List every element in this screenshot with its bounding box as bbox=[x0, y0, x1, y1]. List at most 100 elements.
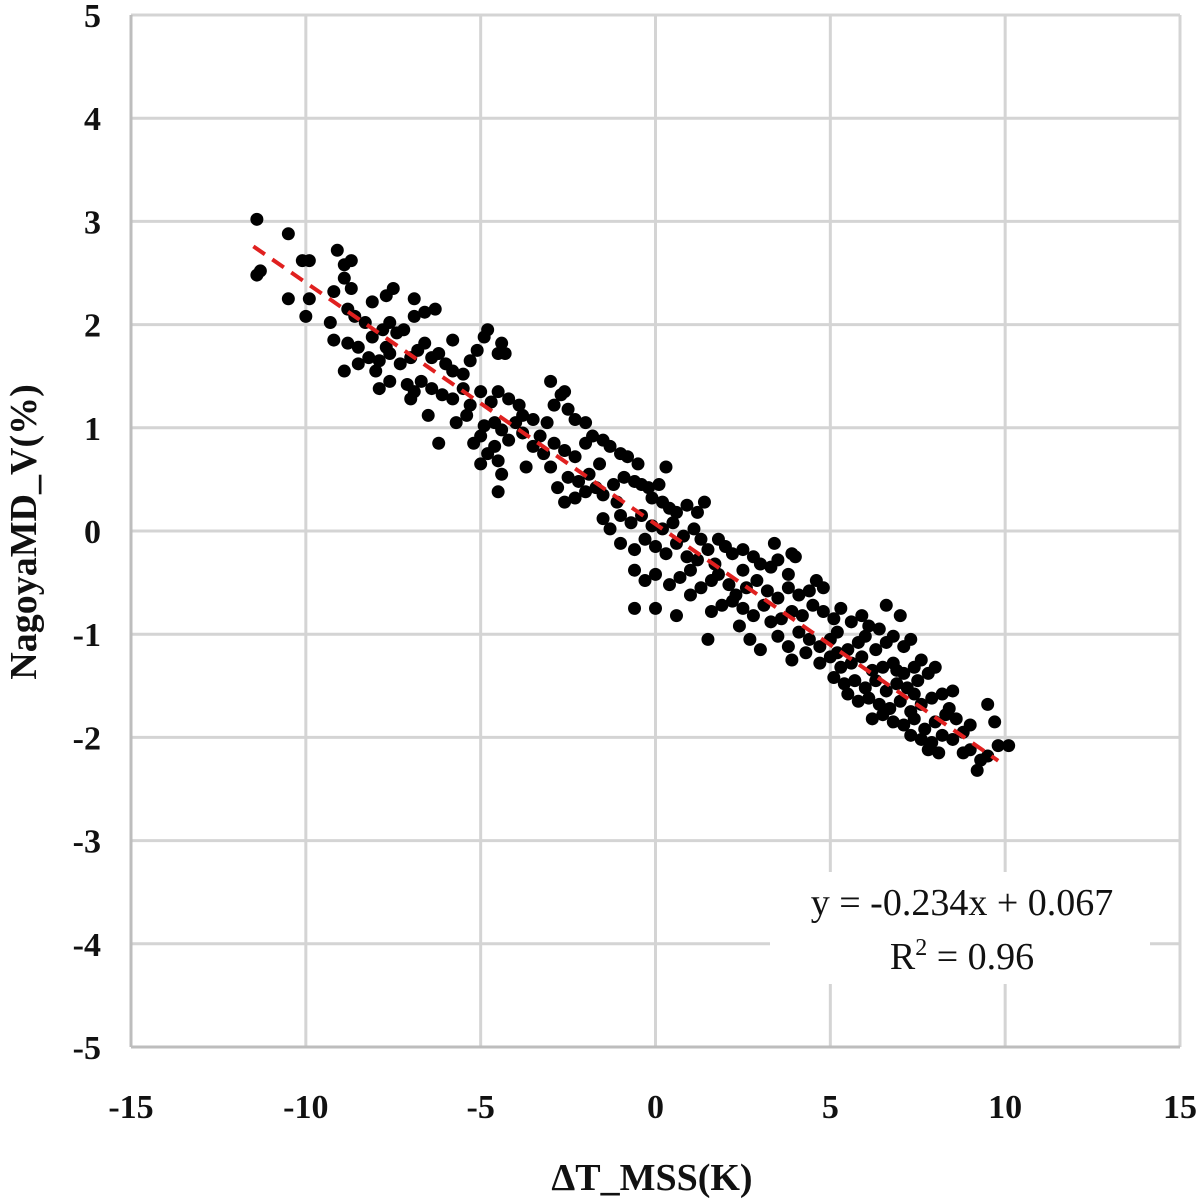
data-point bbox=[579, 416, 593, 430]
data-point bbox=[428, 302, 442, 316]
data-point bbox=[558, 444, 572, 458]
data-point bbox=[893, 694, 907, 708]
data-point bbox=[250, 268, 264, 282]
data-point bbox=[327, 285, 341, 299]
data-point bbox=[586, 429, 600, 443]
data-point bbox=[411, 343, 425, 357]
data-point bbox=[526, 439, 540, 453]
data-point bbox=[771, 591, 785, 605]
x-tick-label: 15 bbox=[1163, 1089, 1197, 1126]
data-point bbox=[935, 728, 949, 742]
data-point bbox=[690, 553, 704, 567]
data-point bbox=[872, 697, 886, 711]
data-point bbox=[568, 450, 582, 464]
x-tick-label: -15 bbox=[108, 1089, 153, 1126]
data-point bbox=[456, 367, 470, 381]
data-point bbox=[701, 632, 715, 646]
data-point bbox=[533, 429, 547, 443]
data-point bbox=[481, 323, 495, 337]
data-point bbox=[596, 512, 610, 526]
data-point bbox=[372, 382, 386, 396]
data-point bbox=[725, 547, 739, 561]
data-point bbox=[463, 354, 477, 368]
data-point bbox=[722, 578, 736, 592]
y-tick-label: -1 bbox=[73, 617, 101, 654]
data-point bbox=[946, 732, 960, 746]
data-point bbox=[519, 460, 533, 474]
data-point bbox=[946, 684, 960, 698]
data-point bbox=[935, 687, 949, 701]
y-axis-label: NagoyaMD_V(%) bbox=[3, 384, 45, 680]
y-tick-label: 1 bbox=[84, 411, 101, 448]
data-point bbox=[816, 581, 830, 595]
data-point bbox=[659, 460, 673, 474]
data-point bbox=[928, 660, 942, 674]
data-point bbox=[872, 622, 886, 636]
y-tick-label: -3 bbox=[73, 824, 101, 861]
data-point bbox=[484, 395, 498, 409]
data-point bbox=[365, 330, 379, 344]
r2-superscript: 2 bbox=[915, 935, 927, 961]
data-point bbox=[652, 478, 666, 492]
data-point bbox=[558, 495, 572, 509]
data-point bbox=[813, 640, 827, 654]
data-point bbox=[991, 739, 1005, 753]
data-point bbox=[502, 392, 516, 406]
data-point bbox=[617, 470, 631, 484]
data-point bbox=[736, 601, 750, 615]
data-point bbox=[802, 632, 816, 646]
data-point bbox=[879, 598, 893, 612]
y-tick-label: 0 bbox=[84, 514, 101, 551]
data-point bbox=[645, 491, 659, 505]
data-point bbox=[628, 601, 642, 615]
data-point bbox=[362, 351, 376, 365]
data-point bbox=[827, 671, 841, 685]
data-point bbox=[614, 509, 628, 523]
data-point bbox=[988, 715, 1002, 729]
data-point bbox=[743, 632, 757, 646]
data-point bbox=[904, 728, 918, 742]
data-point bbox=[970, 763, 984, 777]
data-point bbox=[907, 712, 921, 726]
gridlines bbox=[131, 13, 1182, 1047]
data-point bbox=[383, 374, 397, 388]
data-point bbox=[886, 629, 900, 643]
data-point bbox=[596, 488, 610, 502]
data-point bbox=[544, 460, 558, 474]
data-point bbox=[680, 550, 694, 564]
data-point bbox=[687, 522, 701, 536]
data-point bbox=[474, 385, 488, 399]
data-point bbox=[736, 563, 750, 577]
data-point bbox=[799, 646, 813, 660]
data-point bbox=[834, 660, 848, 674]
data-point bbox=[792, 588, 806, 602]
data-point bbox=[904, 632, 918, 646]
data-point bbox=[788, 550, 802, 564]
data-point bbox=[470, 343, 484, 357]
data-point bbox=[628, 563, 642, 577]
data-point bbox=[603, 439, 617, 453]
data-point bbox=[509, 416, 523, 430]
data-point bbox=[715, 598, 729, 612]
x-tick-label: 0 bbox=[647, 1089, 664, 1126]
annotation-box bbox=[770, 872, 1150, 984]
data-point bbox=[659, 547, 673, 561]
data-point bbox=[680, 498, 694, 512]
data-point bbox=[407, 309, 421, 323]
data-point bbox=[614, 536, 628, 550]
data-point bbox=[379, 340, 393, 354]
data-point bbox=[981, 749, 995, 763]
y-tick-label: -2 bbox=[73, 720, 101, 757]
data-point bbox=[750, 574, 764, 588]
data-point bbox=[848, 674, 862, 688]
data-point bbox=[460, 408, 474, 422]
data-point bbox=[435, 388, 449, 402]
data-point bbox=[862, 691, 876, 705]
data-point bbox=[341, 336, 355, 350]
data-point bbox=[446, 364, 460, 378]
data-point bbox=[351, 340, 365, 354]
data-point bbox=[383, 316, 397, 330]
data-point bbox=[781, 640, 795, 654]
y-tick-label: 5 bbox=[84, 0, 101, 35]
